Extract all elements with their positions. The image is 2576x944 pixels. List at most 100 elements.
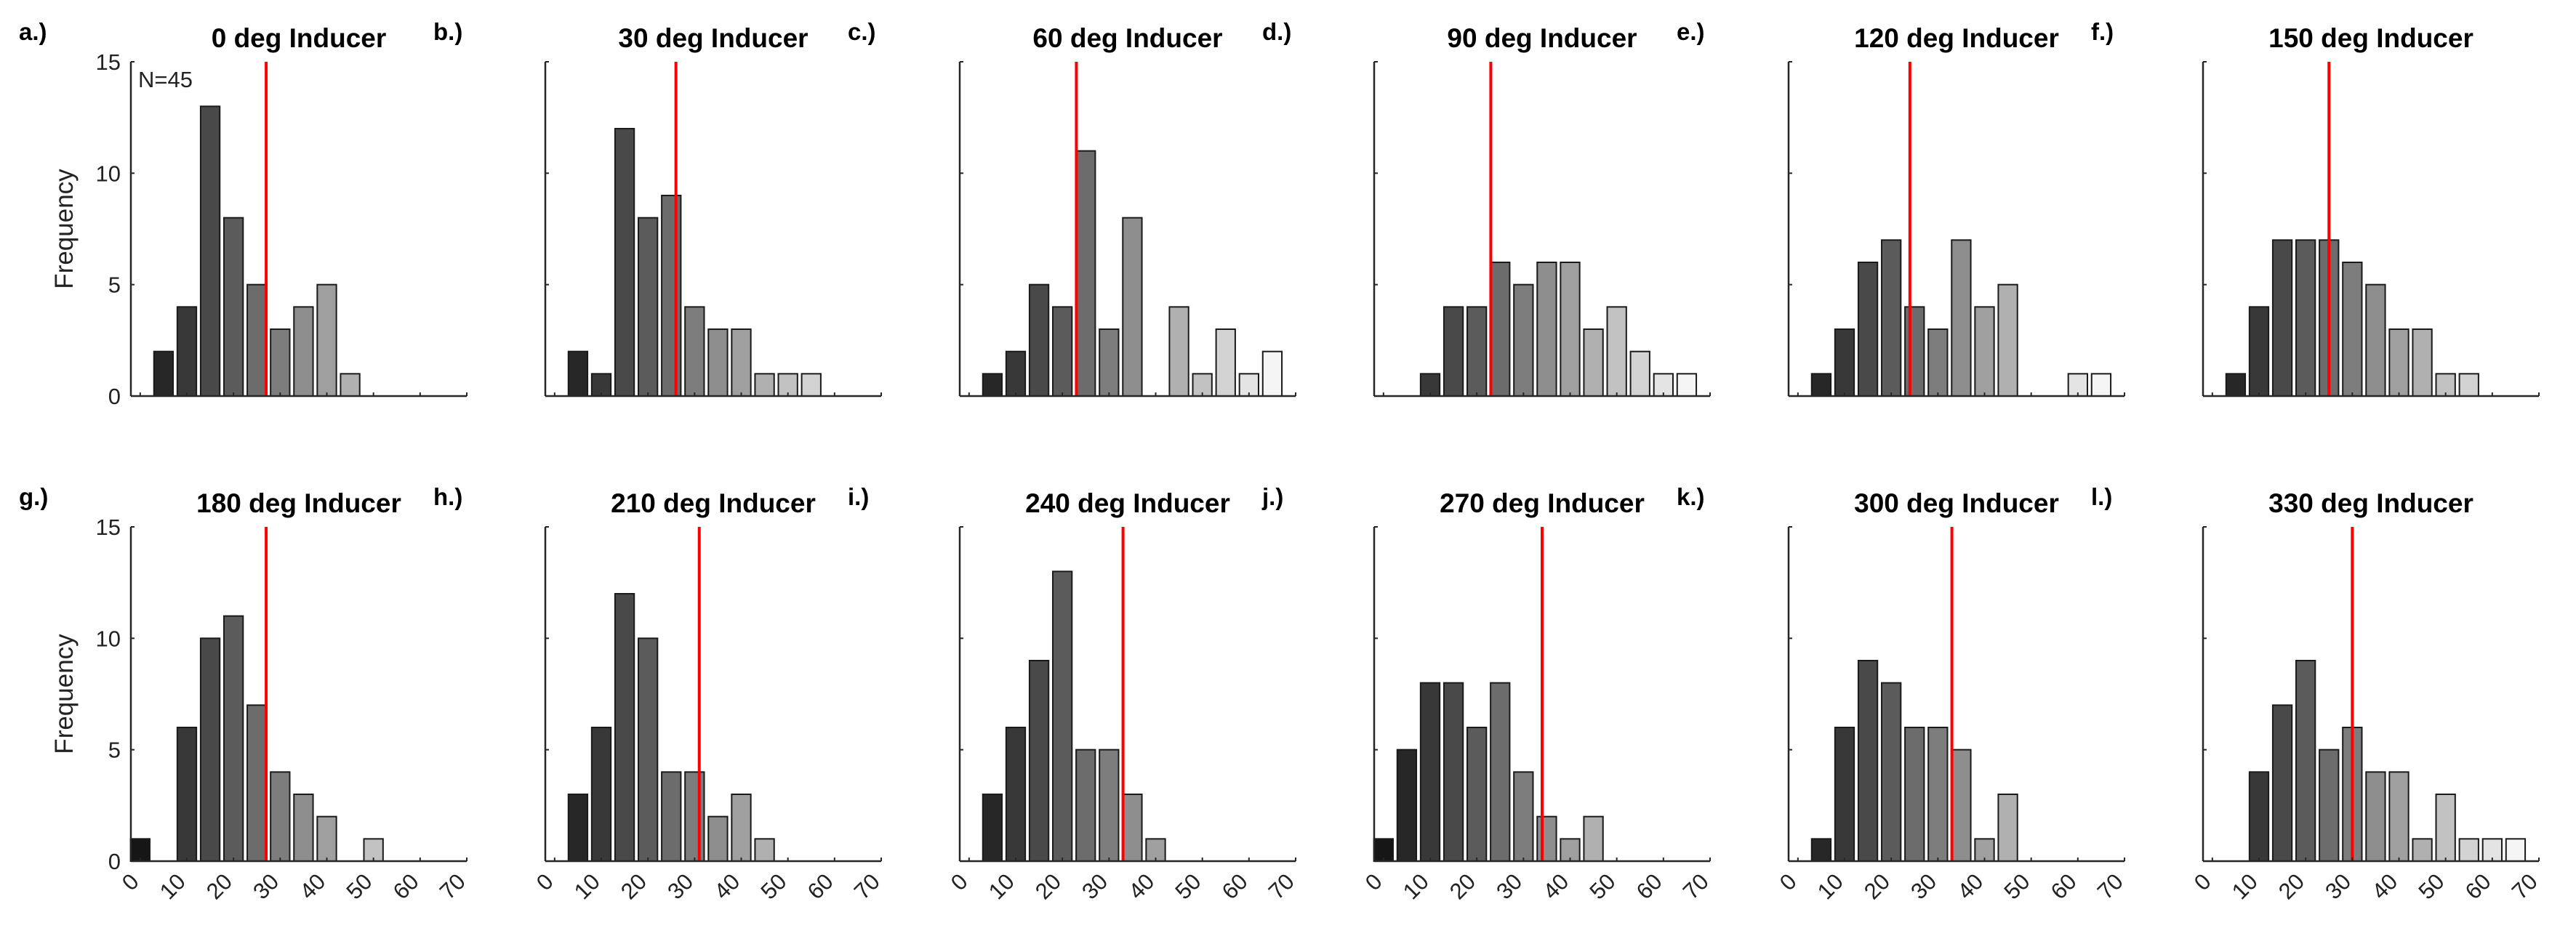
histogram-bar [2248,771,2270,863]
histogram-bar [223,217,244,397]
histogram-bar [270,328,291,397]
y-axis-label: Frequency [50,634,79,754]
histogram-bar [176,306,198,398]
histogram-bar [1881,682,1902,863]
histogram-bar [1536,262,1557,397]
histogram-bar [661,195,682,397]
histogram-bar [2090,373,2112,397]
y-tick-label: 5 [108,273,121,298]
histogram-bar [199,105,221,397]
panel-title: 90 deg Inducer [1447,23,1637,53]
histogram-bar [1419,682,1441,863]
histogram-bar [1075,150,1096,398]
panel-letter: i.) [848,483,869,510]
histogram-bar [1857,660,1879,862]
panel-title: 270 deg Inducer [1440,488,1645,518]
sample-size-annotation: N=45 [138,67,193,92]
histogram-bar [1881,239,1902,398]
histogram-bar [1974,306,1995,398]
histogram-bar [2481,838,2503,863]
histogram-bar [1629,350,1650,397]
histogram-bar [293,306,314,398]
histogram-bar [316,283,337,397]
histogram-panel: c.) 60 deg Inducer [848,18,1296,398]
histogram-bar [2342,262,2363,397]
histogram-bar [1583,815,1604,862]
panel-grid: a.) 0 deg Inducer 0 5 10 15 Frequency N=45 b.) 30… [19,18,2543,904]
histogram-bar [777,373,798,397]
histogram-bar [614,593,635,862]
histogram-bar [1676,373,1698,397]
histogram-bar [1974,838,1995,863]
histogram-bar [2271,239,2293,398]
histogram-bar [684,771,705,863]
panel-title: 210 deg Inducer [611,488,816,518]
histogram-bar [1028,660,1050,862]
panel-title: 0 deg Inducer [212,23,387,53]
histogram-bar [223,615,244,863]
panel-letter: k.) [1677,483,1705,510]
histogram-bar [1904,727,1925,862]
histogram-bar [2067,373,2088,397]
histogram-bar [982,373,1003,397]
histogram-bar [1028,283,1050,397]
histogram-bar [2319,749,2340,862]
histogram-bar [661,771,682,863]
histogram-bar [1513,283,1534,397]
histogram-bar [316,815,337,862]
histogram-bar [707,815,729,862]
histogram-bar [2365,771,2386,863]
histogram-bar [1052,570,1073,862]
histogram-bar [1951,239,1972,398]
y-tick-label: 0 [108,849,121,874]
histogram-bar [2225,373,2247,397]
histogram-bar [2365,283,2386,397]
histogram-bar [2412,838,2433,863]
histogram-bar [567,350,589,397]
histogram-bar [1834,328,1855,397]
histogram-bar [2412,328,2433,397]
panel-letter: e.) [1677,18,1705,45]
histogram-bar [1583,328,1604,397]
histogram-bar [1834,727,1855,862]
panel-title: 300 deg Inducer [1854,488,2059,518]
histogram-bar [2458,838,2479,863]
histogram-bar [567,794,589,862]
histogram-bar [1192,373,1213,397]
histogram-bar [176,727,198,862]
histogram-bar [1951,749,1972,862]
histogram-bar [270,771,291,863]
histogram-bar [1606,306,1627,398]
histogram-bar [1490,682,1511,863]
panel-title: 120 deg Inducer [1854,23,2059,53]
histogram-bar [1443,682,1464,863]
histogram-bar [1122,794,1143,862]
panel-letter: g.) [19,483,48,510]
histogram-bar [199,637,221,862]
y-tick-label: 10 [96,161,121,186]
histogram-bar [1396,749,1418,862]
histogram-bar [1490,262,1511,397]
histogram-bar [754,373,775,397]
histogram-bar [2248,306,2270,398]
histogram-bar [982,794,1003,862]
histogram-bar [1810,373,1832,397]
panel-letter: j.) [1261,483,1283,510]
histogram-bar [2388,328,2410,397]
histogram-bar [1168,306,1189,398]
histogram-bar [1443,306,1464,398]
y-tick-label: 0 [108,384,121,409]
histogram-bar [638,217,659,397]
histogram-bar [2505,838,2527,863]
histogram-bar [1099,328,1120,397]
histogram-bar [731,328,752,397]
y-tick-label: 10 [96,626,121,651]
panel-letter: h.) [433,483,462,510]
histogram-bar [2388,771,2410,863]
histogram-bar [707,328,729,397]
histogram-bar [801,373,822,397]
panel-letter: d.) [1262,18,1291,45]
